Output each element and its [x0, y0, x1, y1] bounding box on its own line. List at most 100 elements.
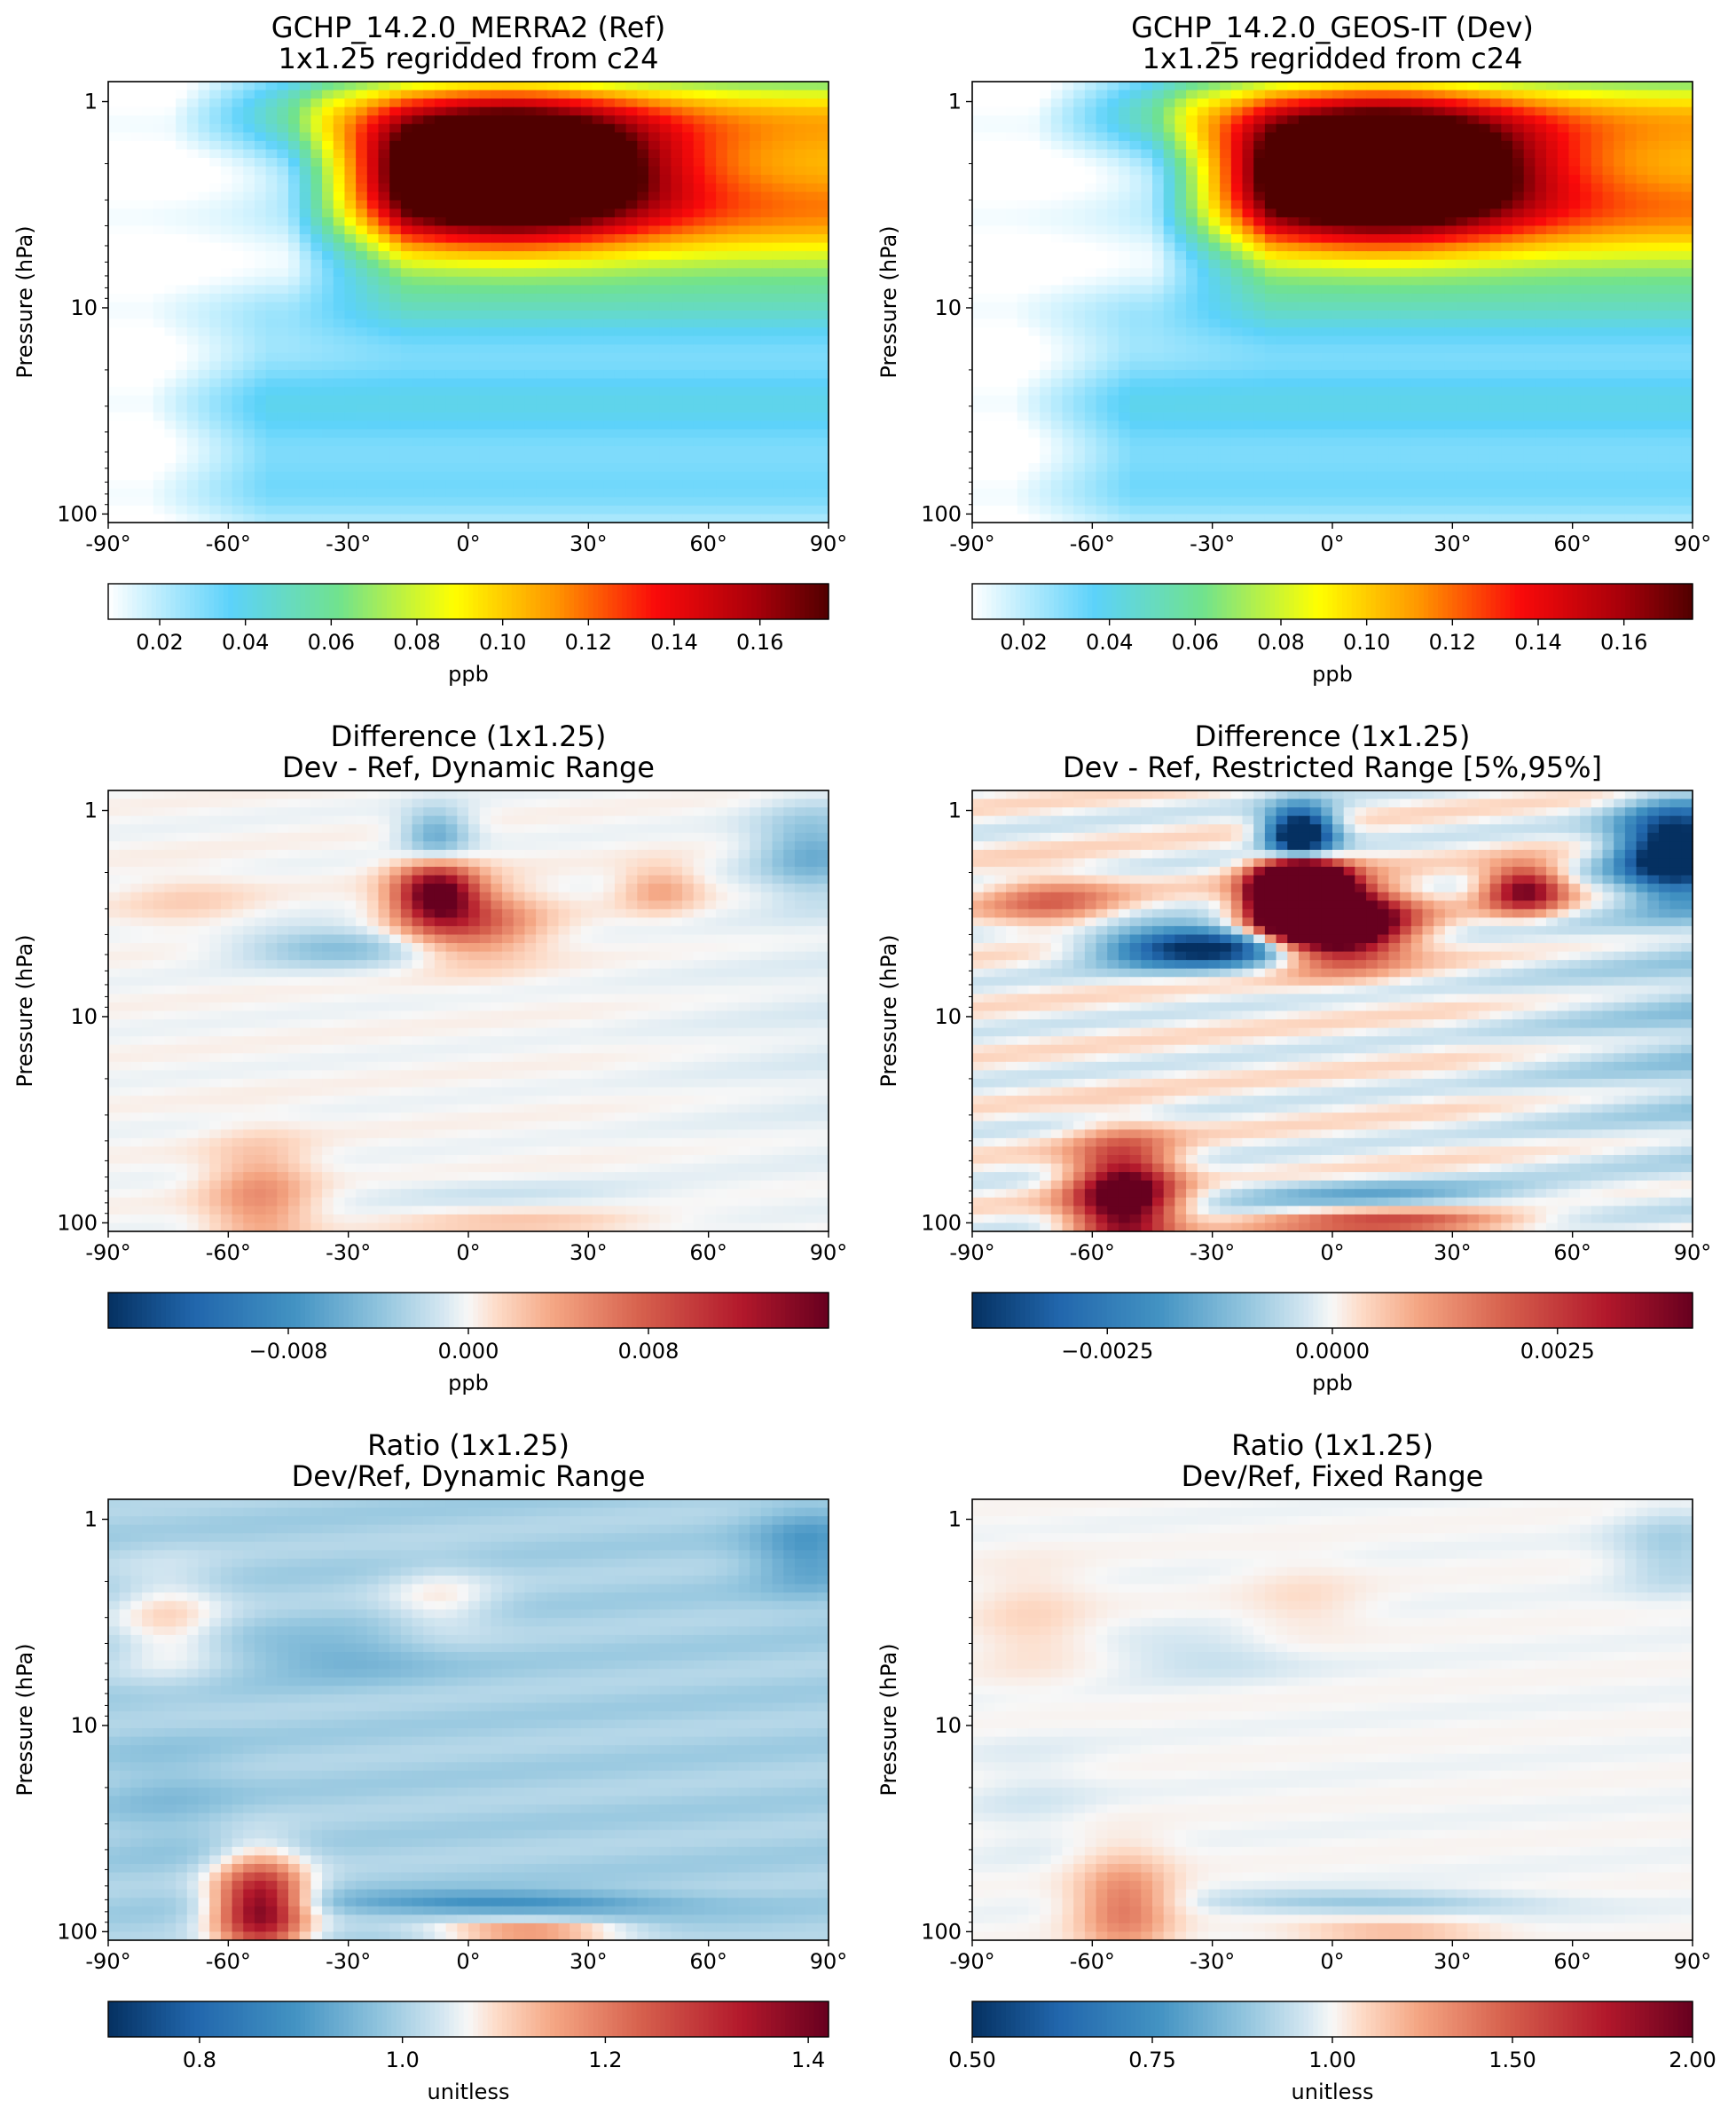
- heatmap-cell: [614, 192, 627, 201]
- heatmap-cell: [412, 268, 424, 278]
- colorbar-swatch: [286, 584, 292, 619]
- heatmap-cell: [727, 234, 740, 244]
- heatmap-cell: [378, 115, 390, 125]
- heatmap-cell: [434, 311, 447, 320]
- heatmap-cell: [614, 514, 627, 523]
- heatmap-cell: [1434, 200, 1446, 209]
- heatmap-cell: [682, 378, 695, 388]
- heatmap-cell: [659, 387, 672, 397]
- heatmap-cell: [625, 437, 638, 447]
- heatmap-cell: [750, 115, 762, 125]
- heatmap-cell: [164, 318, 177, 328]
- heatmap-cell: [592, 369, 604, 380]
- heatmap-cell: [1141, 90, 1153, 99]
- heatmap-cell: [389, 404, 402, 413]
- heatmap-cell: [1410, 251, 1424, 261]
- heatmap-cell: [592, 200, 604, 209]
- heatmap-cell: [682, 276, 695, 286]
- heatmap-cell: [1197, 106, 1210, 116]
- heatmap-cell: [176, 268, 188, 278]
- heatmap-cell: [1276, 158, 1288, 168]
- heatmap-cell: [1647, 90, 1660, 99]
- heatmap-cell: [457, 302, 469, 311]
- heatmap-cell: [1591, 183, 1604, 193]
- heatmap-cell: [1197, 166, 1210, 176]
- colorbar-swatch: [708, 584, 714, 619]
- heatmap-cell: [1624, 140, 1638, 151]
- heatmap-cell: [682, 106, 695, 116]
- heatmap-cell: [1489, 115, 1502, 125]
- heatmap-cell: [265, 352, 278, 363]
- heatmap-cell: [1624, 166, 1638, 176]
- heatmap-cell: [1568, 208, 1581, 218]
- heatmap-cell: [254, 488, 267, 498]
- heatmap-cell: [232, 352, 244, 363]
- heatmap-cell: [750, 327, 762, 337]
- heatmap-cell: [625, 259, 638, 269]
- heatmap-cell: [1580, 242, 1592, 252]
- heatmap-cell: [209, 251, 222, 261]
- heatmap-cell: [805, 471, 818, 481]
- heatmap-cell: [524, 251, 537, 261]
- heatmap-cell: [524, 421, 537, 430]
- heatmap-cell: [1174, 216, 1187, 227]
- heatmap-cell: [322, 437, 334, 447]
- colorbar-swatch: [252, 584, 258, 619]
- heatmap-cell: [536, 454, 548, 464]
- heatmap-cell: [648, 463, 661, 473]
- heatmap-cell: [772, 387, 784, 397]
- heatmap-cell: [232, 497, 244, 507]
- heatmap-cell: [232, 514, 244, 523]
- heatmap-cell: [356, 234, 368, 244]
- heatmap-cell: [457, 505, 469, 515]
- heatmap-cell: [1163, 82, 1175, 91]
- heatmap-cell: [1298, 192, 1311, 201]
- heatmap-cell: [1602, 251, 1614, 261]
- heatmap-cell: [671, 352, 683, 363]
- heatmap-cell: [209, 140, 222, 151]
- heatmap-cell: [356, 276, 368, 286]
- heatmap-cell: [176, 497, 188, 507]
- heatmap-cell: [1400, 98, 1412, 108]
- heatmap-cell: [1264, 242, 1277, 252]
- heatmap-cell: [1681, 225, 1693, 235]
- heatmap-cell: [1040, 106, 1052, 116]
- heatmap-cell: [1400, 216, 1412, 227]
- heatmap-cell: [1580, 106, 1592, 116]
- heatmap-cell: [1366, 123, 1379, 133]
- heatmap-cell: [716, 302, 728, 311]
- heatmap-cell: [580, 82, 593, 91]
- heatmap-cell: [1400, 200, 1412, 209]
- heatmap-cell: [1332, 132, 1345, 142]
- colorbar-swatch: [415, 584, 421, 619]
- heatmap-cell: [400, 395, 413, 405]
- heatmap-cell: [457, 378, 469, 388]
- heatmap-cell: [1568, 123, 1581, 133]
- heatmap-cell: [1681, 175, 1693, 185]
- heatmap-cell: [288, 412, 301, 421]
- heatmap-cell: [1321, 132, 1333, 142]
- heatmap-cell: [1084, 123, 1097, 133]
- heatmap-cell: [794, 387, 807, 397]
- heatmap-cell: [457, 471, 469, 481]
- heatmap-cell: [389, 158, 402, 168]
- colorbar-swatch: [718, 584, 724, 619]
- heatmap-cell: [794, 361, 807, 371]
- heatmap-cell: [558, 497, 570, 507]
- heatmap-cell: [423, 158, 436, 168]
- heatmap-cell: [1141, 98, 1153, 108]
- heatmap-cell: [130, 268, 143, 278]
- heatmap-cell: [232, 98, 244, 108]
- heatmap-cell: [502, 471, 515, 481]
- heatmap-cell: [983, 115, 995, 125]
- heatmap-cell: [794, 234, 807, 244]
- heatmap-cell: [592, 242, 604, 252]
- heatmap-cell: [625, 327, 638, 337]
- heatmap-cell: [400, 268, 413, 278]
- heatmap-cell: [1669, 98, 1682, 108]
- heatmap-cell: [434, 242, 447, 252]
- heatmap-cell: [254, 480, 267, 490]
- heatmap-cell: [772, 463, 784, 473]
- heatmap-cell: [130, 497, 143, 507]
- heatmap-cell: [389, 488, 402, 498]
